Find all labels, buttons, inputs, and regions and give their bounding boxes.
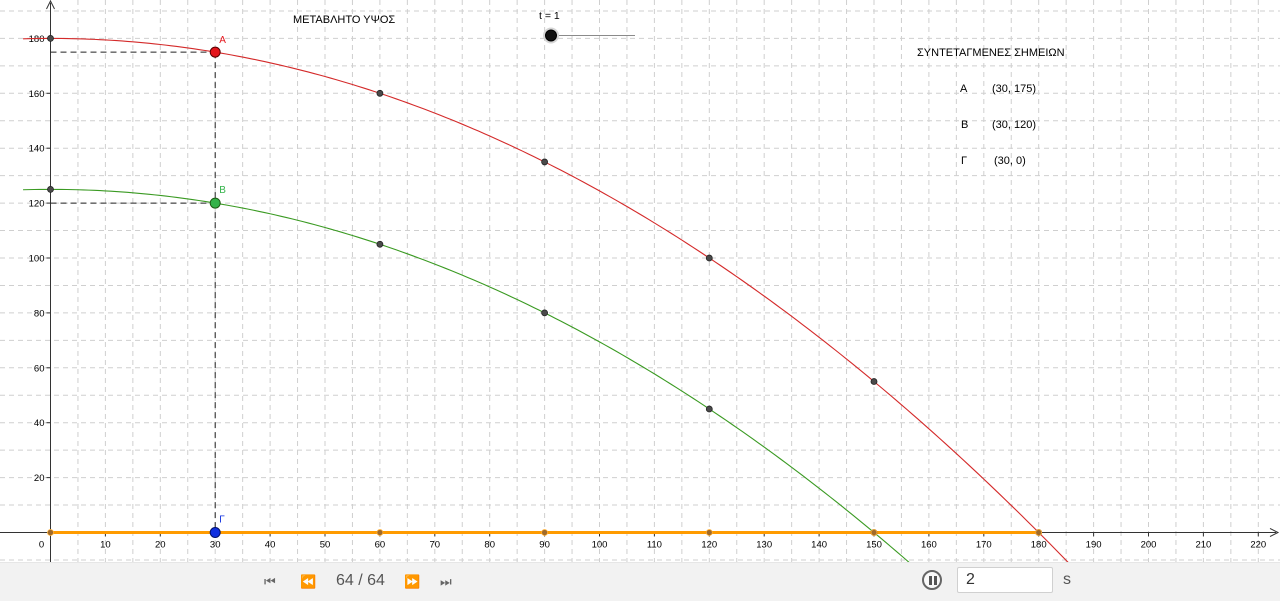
point-a-label: A	[219, 35, 226, 46]
x-tick-label: 80	[484, 540, 495, 551]
rewind-icon[interactable]: ⏪	[300, 575, 316, 590]
trace-point	[870, 378, 878, 385]
x-tick-label: 210	[1195, 540, 1211, 551]
x-tick-label: 190	[1086, 540, 1102, 551]
pause-icon	[929, 576, 932, 585]
speed-unit: s	[1063, 571, 1071, 588]
trace-point	[870, 529, 878, 536]
x-tick-label: 0	[39, 540, 44, 551]
x-tick-label: 200	[1141, 540, 1157, 551]
x-tick-label: 220	[1250, 540, 1266, 551]
x-tick-label: 120	[701, 540, 717, 551]
y-tick-label: 120	[29, 199, 45, 210]
point-b-label: B	[219, 185, 226, 196]
point-a[interactable]	[209, 46, 221, 58]
trace-point	[47, 35, 54, 42]
trace-point	[705, 254, 713, 262]
trace-point	[705, 529, 713, 536]
point-b[interactable]	[209, 197, 221, 209]
curve-b	[23, 188, 910, 562]
x-tick-label: 30	[210, 540, 221, 551]
coords-row-name: Γ	[961, 155, 967, 167]
y-tick-label: 60	[34, 363, 45, 374]
x-tick-label: 180	[1031, 540, 1047, 551]
x-tick-label: 130	[756, 540, 772, 551]
x-tick-label: 140	[811, 540, 827, 551]
y-tick-label: 160	[29, 89, 45, 100]
coords-panel-title: ΣΥΝΤΕΤΑΓΜΕΝΕΣ ΣΗΜΕΙΩΝ	[917, 47, 1065, 59]
trace-point	[376, 240, 384, 248]
speed-input[interactable]	[957, 567, 1053, 593]
plot-canvas[interactable]: 0 10 20 30 40 50 60 70 80 90 100 110 120 130 140 150 160…	[0, 0, 1280, 562]
coords-row-value: (30, 0)	[994, 155, 1026, 167]
page-counter: 64 / 64	[336, 572, 385, 589]
x-tick-label: 70	[430, 540, 441, 551]
trace-point	[1035, 529, 1043, 536]
coords-row-value: (30, 120)	[992, 119, 1036, 131]
graphics-view[interactable]: 0 10 20 30 40 50 60 70 80 90 100 110 120 130 140 150 160…	[0, 0, 1280, 562]
x-tick-label: 160	[921, 540, 937, 551]
skip-last-icon[interactable]: ⏭	[440, 575, 452, 590]
y-tick-label: 140	[29, 144, 45, 155]
skip-first-icon[interactable]: ⏮	[264, 575, 276, 590]
coords-row-value: (30, 175)	[992, 83, 1036, 95]
playback-toolbar: ⏮ ⏪ 64 / 64 ⏩ ⏭	[0, 562, 1280, 601]
trace-point	[541, 158, 548, 166]
x-tick-label: 40	[265, 540, 276, 551]
point-g[interactable]	[209, 527, 221, 538]
x-tick-label: 170	[976, 540, 992, 551]
y-axis-arrow-icon	[46, 0, 55, 10]
x-tick-label: 50	[320, 540, 331, 551]
trace-point	[47, 185, 54, 193]
trace-point	[376, 89, 384, 97]
trace-point	[541, 529, 548, 536]
curve-a	[23, 37, 1069, 562]
y-tick-label: 80	[34, 308, 45, 319]
coords-row-name: A	[960, 83, 968, 95]
y-tick-label: 180	[29, 34, 45, 45]
slider-label: t = 1	[539, 10, 560, 22]
slider-handle[interactable]	[545, 29, 557, 42]
fast-forward-icon[interactable]: ⏩	[404, 575, 420, 590]
x-tick-label: 100	[592, 540, 608, 551]
point-g-label: Γ	[219, 515, 225, 526]
x-tick-label: 20	[155, 540, 166, 551]
trace-point	[541, 309, 548, 317]
trace-point	[376, 529, 384, 536]
coords-row-name: B	[961, 119, 968, 131]
y-tick-label: 20	[34, 473, 45, 484]
x-tick-label: 110	[647, 540, 662, 551]
pause-button[interactable]	[922, 570, 942, 590]
x-axis-arrow-icon	[1269, 528, 1280, 537]
graph-title: ΜΕΤΑΒΛΗΤΟ ΥΨΟΣ	[293, 14, 395, 26]
y-tick-label: 100	[29, 254, 45, 265]
x-tick-label: 10	[100, 540, 111, 551]
x-tick-label: 60	[375, 540, 386, 551]
x-tick-label: 150	[866, 540, 882, 551]
trace-point	[705, 405, 713, 413]
x-tick-label: 90	[539, 540, 550, 551]
y-tick-label: 40	[34, 418, 45, 429]
trace-point	[47, 529, 54, 536]
